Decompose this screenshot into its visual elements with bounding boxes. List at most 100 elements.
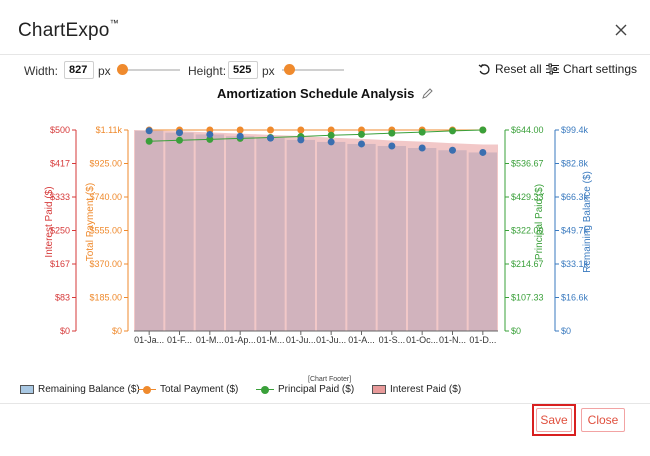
point-remaining-balance [327, 138, 335, 146]
point-principal-paid [327, 131, 335, 139]
axis-tick-label: $82.8k [561, 159, 589, 169]
axis-tick-label: $16.6k [561, 293, 589, 303]
axis-tick-label: $740.00 [89, 192, 122, 202]
axis-tick-label: $83 [55, 293, 70, 303]
legend-item[interactable]: Interest Paid ($) [372, 384, 461, 395]
point-remaining-balance [297, 136, 305, 144]
point-total-payment [236, 126, 244, 134]
point-remaining-balance [358, 140, 365, 148]
legend-item[interactable]: Principal Paid ($) [256, 384, 354, 395]
width-input[interactable]: 827 [64, 61, 94, 79]
point-principal-paid [176, 136, 183, 144]
legend-swatch [372, 385, 386, 394]
x-tick-label: 01-M... [196, 335, 224, 345]
axis-tick-label: $322.00 [511, 226, 544, 236]
reset-all-label: Reset all [495, 62, 542, 76]
axis-tick-label: $185.00 [89, 293, 122, 303]
point-remaining-balance [267, 134, 274, 142]
x-tick-label: 01-Ja... [134, 335, 164, 345]
point-remaining-balance [176, 129, 183, 137]
axis-tick-label: $167 [50, 259, 70, 269]
point-principal-paid [479, 126, 487, 134]
legend-label: Principal Paid ($) [278, 384, 355, 395]
axis-tick-label: $555.00 [89, 226, 122, 236]
point-remaining-balance [236, 132, 244, 140]
width-label: Width: [24, 64, 59, 78]
save-button[interactable]: Save [536, 408, 572, 432]
line-principal-paid [149, 129, 483, 142]
axis-title: Principal Paid ($) [534, 184, 545, 260]
point-total-payment [267, 126, 274, 134]
reset-icon [478, 63, 490, 75]
edit-title-icon[interactable] [422, 88, 433, 99]
close-button[interactable]: Close [581, 408, 625, 432]
legend-label: Total Payment ($) [160, 384, 239, 395]
x-tick-label: 01-N... [439, 335, 466, 345]
axis-tick-label: $0 [561, 326, 571, 336]
point-remaining-balance [206, 130, 214, 138]
area-interest-paid [134, 130, 498, 331]
legend-label: Remaining Balance ($) [38, 384, 140, 395]
width-slider-thumb[interactable] [117, 64, 128, 75]
x-tick-label: 01-Ap... [224, 335, 256, 345]
x-tick-label: 01-S... [379, 335, 406, 345]
footer-divider [0, 403, 650, 404]
axis-tick-label: $429.33 [511, 192, 544, 202]
point-principal-paid [449, 127, 456, 135]
reset-all-button[interactable]: Reset all [478, 62, 542, 76]
axis-tick-label: $536.67 [511, 159, 544, 169]
axis-tick-label: $417 [50, 159, 70, 169]
height-slider[interactable] [282, 69, 344, 71]
axis-tick-label: $370.00 [89, 259, 122, 269]
chart-settings-button[interactable]: Chart settings [546, 62, 637, 76]
chart-area: $0 $83 $167 $250 $333 $417 $500 Interest Paid (… [44, 125, 593, 345]
axis-tick-label: $214.67 [511, 259, 544, 269]
axis-tick-label: $925.00 [89, 159, 122, 169]
point-principal-paid [145, 137, 153, 145]
x-tick-label: 01-F... [167, 335, 192, 345]
x-tick-label: 01-A... [348, 335, 375, 345]
height-unit: px [262, 64, 275, 78]
axis-tick-label: $33.1k [561, 259, 589, 269]
legend-swatch [20, 385, 34, 394]
sliders-icon [546, 63, 559, 75]
axis-tick-label: $250 [50, 226, 70, 236]
point-principal-paid [388, 129, 396, 137]
axis-title: Remaining Balance ($) [582, 171, 593, 273]
point-principal-paid [418, 128, 426, 136]
legend-label: Interest Paid ($) [390, 384, 462, 395]
point-remaining-balance [145, 127, 153, 135]
height-slider-thumb[interactable] [284, 64, 295, 75]
axis-title: Total Payment ($) [85, 183, 96, 261]
height-label: Height: [188, 64, 227, 78]
axis-tick-label: $107.33 [511, 293, 544, 303]
chart-footer-label[interactable]: [Chart Footer] [308, 376, 352, 383]
axis-tick-label: $66.3k [561, 192, 589, 202]
axis-tick-label: $0 [511, 326, 521, 336]
axis-tick-label: $49.7k [561, 226, 589, 236]
point-principal-paid [206, 135, 214, 143]
axis-tick-label: $0 [112, 326, 122, 336]
height-input[interactable]: 525 [228, 61, 258, 79]
point-total-payment [327, 126, 335, 134]
axis-title: Interest Paid ($) [44, 186, 55, 257]
close-icon[interactable] [612, 21, 630, 39]
header-divider [0, 54, 650, 55]
x-tick-label: 01-Oc... [406, 335, 438, 345]
x-tick-label: 01-M... [256, 335, 284, 345]
legend-item[interactable]: Total Payment ($) [138, 384, 238, 395]
axis-tick-label: $1.11k [96, 125, 123, 135]
point-principal-paid [358, 130, 365, 138]
save-highlight [532, 404, 576, 436]
point-total-payment [297, 126, 305, 134]
point-remaining-balance [479, 148, 487, 156]
legend-swatch [138, 385, 156, 394]
app-title: ChartExpo™ [18, 17, 119, 41]
axis-tick-label: $333 [50, 192, 70, 202]
legend-item[interactable]: Remaining Balance ($) [20, 384, 140, 395]
axis-tick-label: $500 [50, 125, 70, 135]
point-remaining-balance [388, 142, 396, 150]
x-tick-label: 01-Ju... [316, 335, 346, 345]
width-slider[interactable] [118, 69, 180, 71]
